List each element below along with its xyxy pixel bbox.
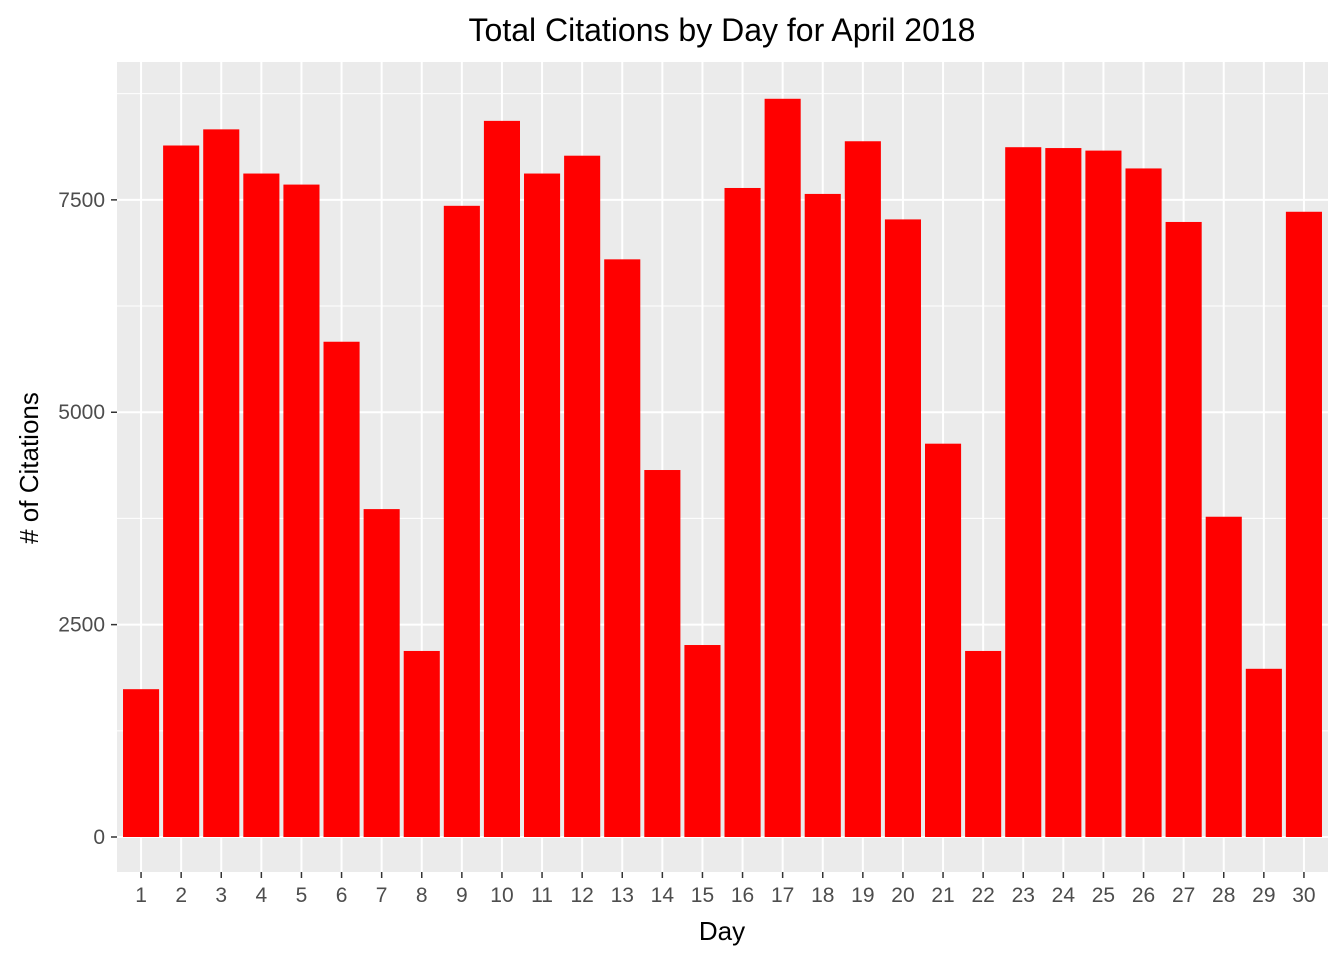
bar: [403, 650, 440, 838]
bar: [925, 443, 962, 838]
x-tick-label: 5: [296, 884, 308, 907]
x-tick-label: 16: [731, 884, 754, 907]
x-tick-label: 7: [376, 884, 388, 907]
bar: [764, 98, 801, 838]
x-tick-label: 4: [256, 884, 268, 907]
bar: [483, 120, 520, 838]
x-tick-label: 8: [416, 884, 428, 907]
x-tick-label: 22: [971, 884, 994, 907]
x-tick-label: 9: [456, 884, 468, 907]
x-tick-label: 1: [135, 884, 147, 907]
x-tick-label: 3: [215, 884, 227, 907]
x-tick-label: 27: [1172, 884, 1195, 907]
x-tick-label: 30: [1292, 884, 1315, 907]
y-tick-label: 0: [93, 826, 105, 849]
bar: [1125, 168, 1162, 838]
bar: [524, 173, 561, 838]
bar: [243, 173, 280, 838]
bar: [443, 205, 480, 838]
bar: [1245, 668, 1282, 838]
bar: [1045, 148, 1082, 838]
x-tick-label: 18: [811, 884, 834, 907]
x-tick-label: 2: [175, 884, 187, 907]
bar: [363, 509, 400, 838]
x-tick-label: 20: [891, 884, 914, 907]
y-tick-label: 7500: [58, 189, 105, 212]
bar: [1165, 221, 1202, 838]
x-tick-label: 10: [490, 884, 513, 907]
x-tick-label: 21: [931, 884, 954, 907]
x-axis: 1 2 3 4 5 6 7 8 9 10 11 12 13 14 15 16 17 18 19 20 21 22 23 24 2…: [135, 872, 1316, 907]
x-tick-label: 19: [851, 884, 874, 907]
bar: [604, 259, 641, 838]
x-tick-label: 24: [1052, 884, 1076, 907]
x-tick-label: 23: [1012, 884, 1035, 907]
bar: [965, 650, 1002, 838]
x-tick-label: 17: [771, 884, 794, 907]
bar: [1005, 147, 1042, 838]
bar: [564, 155, 601, 838]
bar: [1085, 150, 1122, 838]
x-axis-title: Day: [699, 916, 745, 946]
x-tick-label: 26: [1132, 884, 1155, 907]
bar: [1205, 516, 1242, 838]
x-tick-label: 12: [570, 884, 593, 907]
x-tick-label: 28: [1212, 884, 1235, 907]
bar: [844, 141, 881, 838]
y-tick-label: 2500: [58, 614, 105, 637]
x-tick-label: 11: [531, 884, 553, 907]
y-axis-title: # of Citations: [14, 392, 44, 544]
bar: [724, 187, 761, 838]
bar: [644, 470, 681, 838]
bars-group: [123, 98, 1322, 838]
bar: [163, 145, 200, 838]
x-tick-label: 25: [1092, 884, 1115, 907]
x-tick-label: 15: [691, 884, 714, 907]
bar: [283, 184, 320, 838]
y-tick-label: 5000: [58, 401, 105, 424]
bar: [684, 645, 721, 838]
x-tick-label: 13: [611, 884, 634, 907]
x-tick-label: 29: [1252, 884, 1275, 907]
bar: [123, 689, 160, 838]
bar: [1285, 211, 1322, 838]
bar: [884, 219, 921, 838]
chart-title: Total Citations by Day for April 2018: [469, 12, 976, 48]
bar: [323, 341, 360, 838]
bar: [804, 193, 841, 838]
x-tick-label: 6: [336, 884, 348, 907]
bar: [203, 129, 240, 838]
y-axis: 0 2500 5000 7500: [58, 189, 117, 849]
x-tick-label: 14: [651, 884, 675, 907]
